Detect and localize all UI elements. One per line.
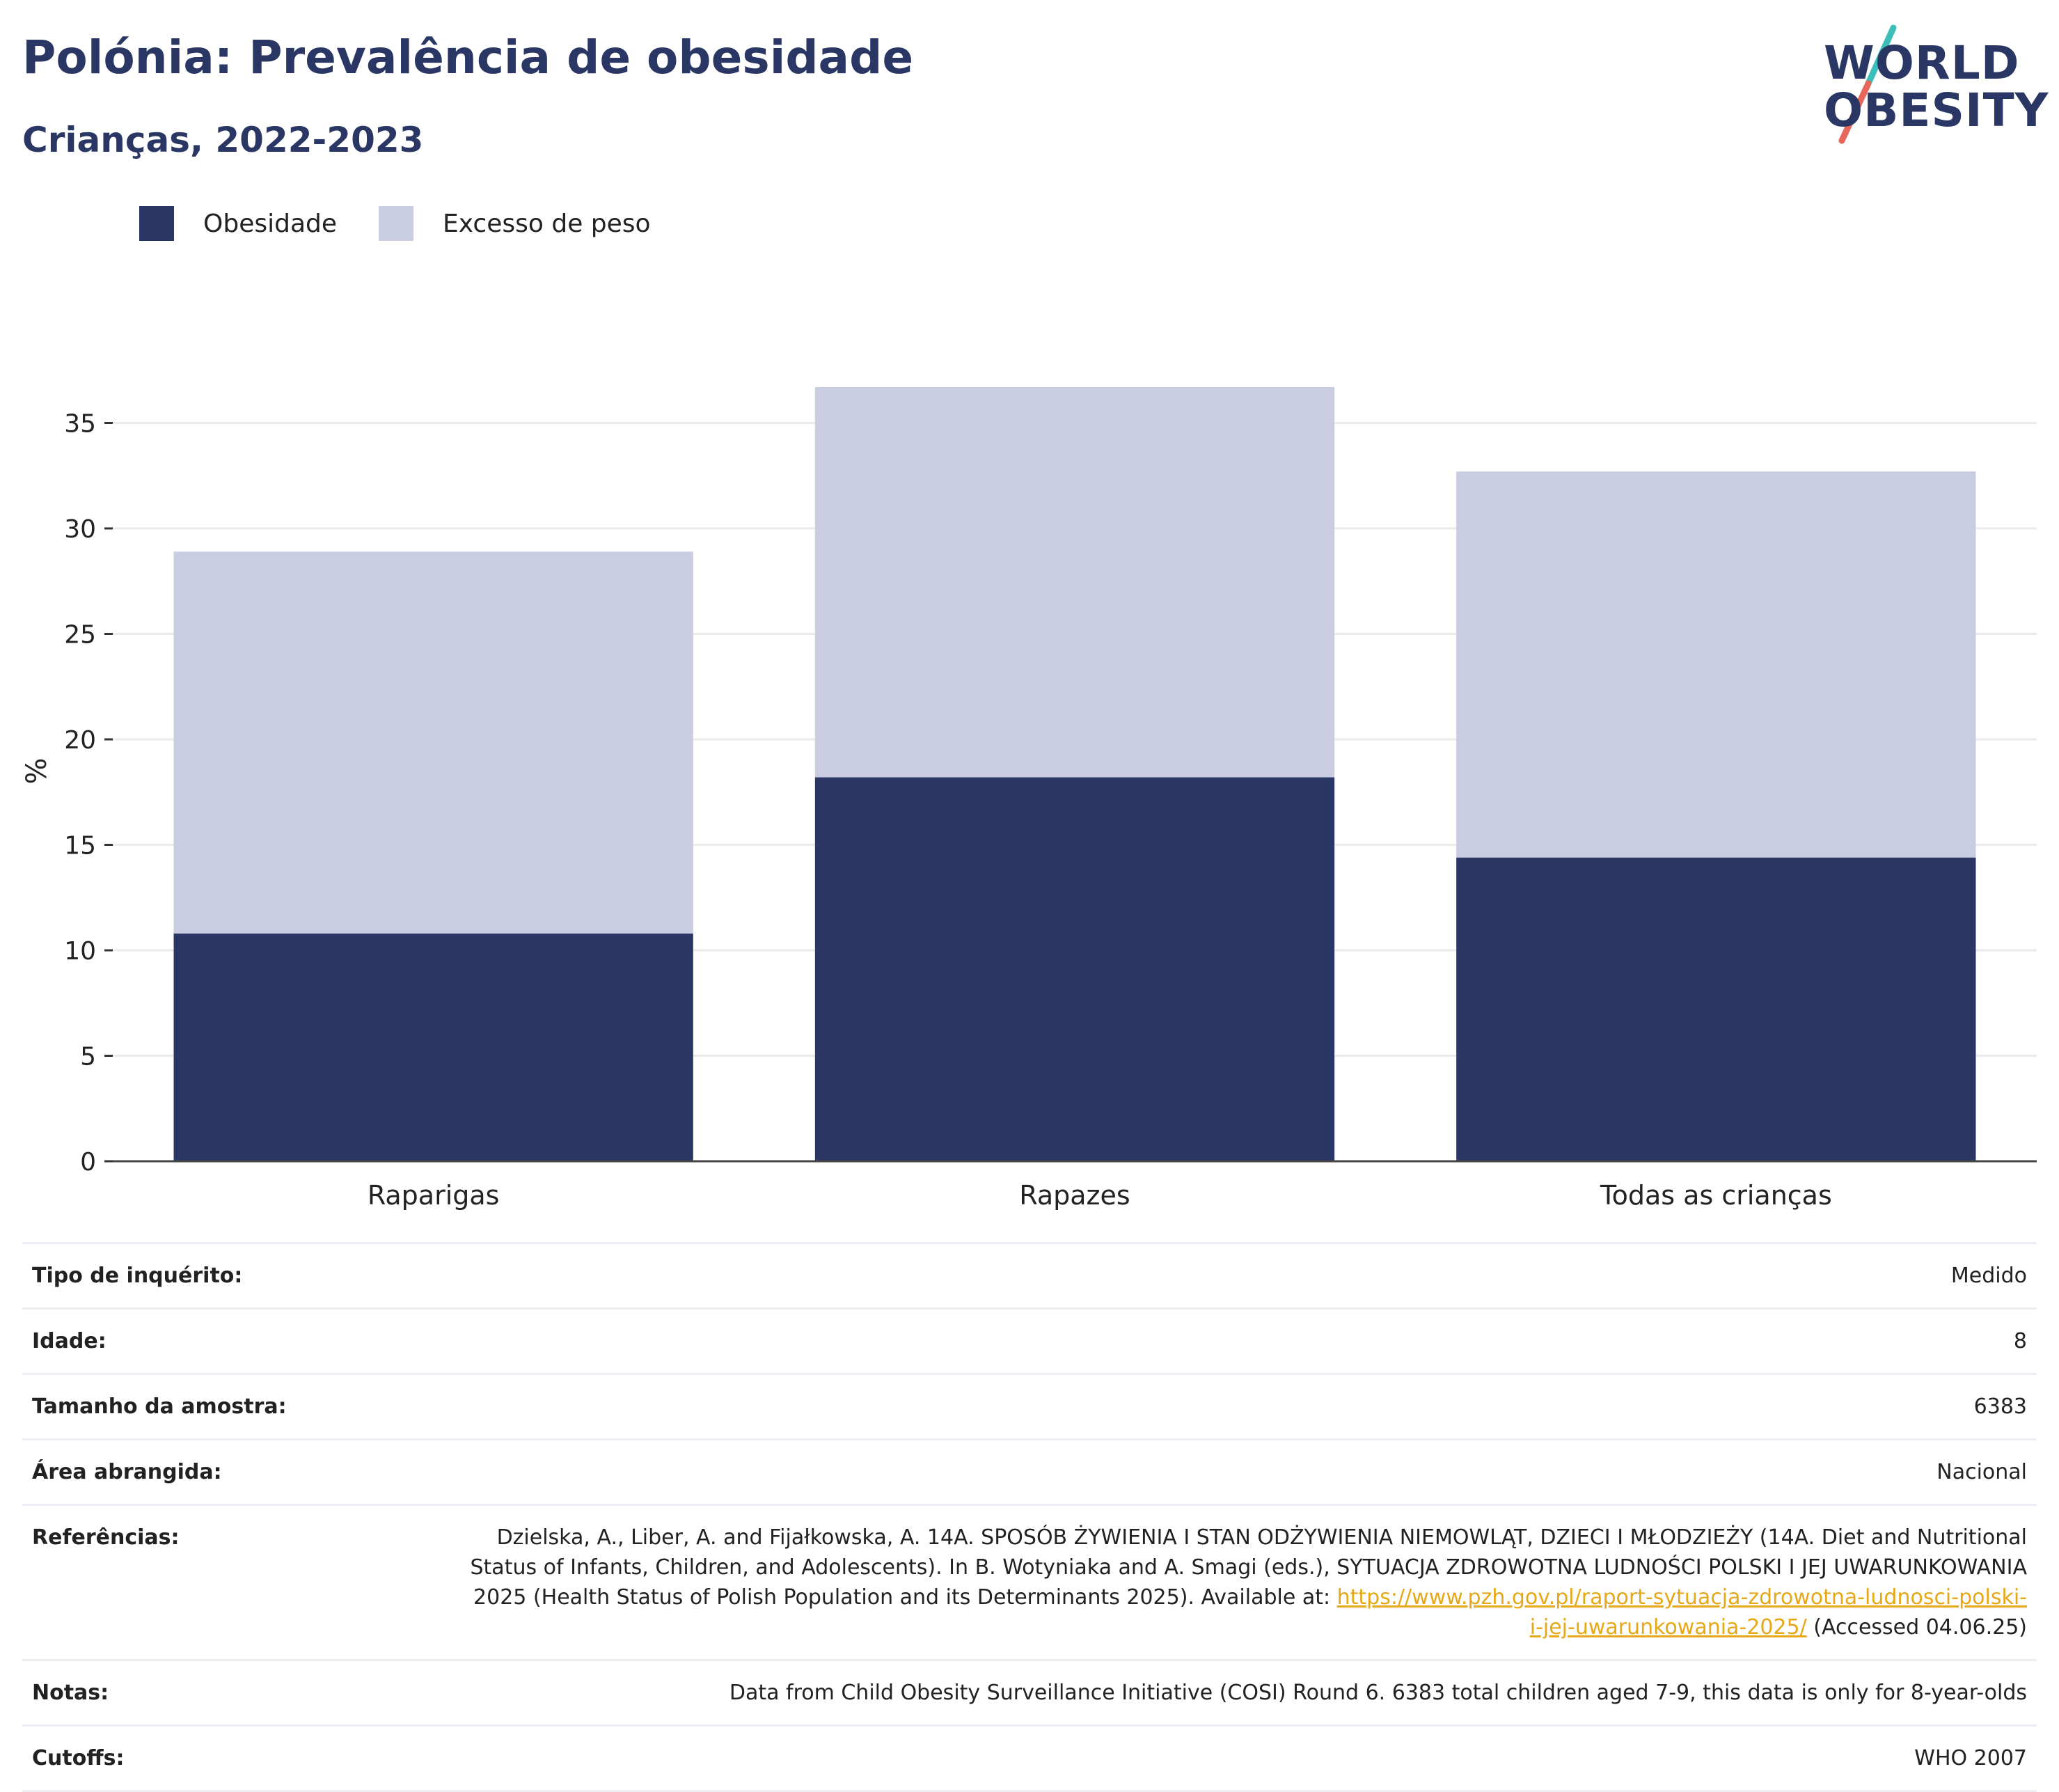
- info-row: Tipo de inquérito: Medido: [22, 1242, 2037, 1309]
- y-tick-label: 10: [64, 937, 96, 966]
- info-value: WHO 2007: [459, 1724, 2037, 1792]
- y-axis-label: %: [21, 757, 53, 784]
- logo-word-obesity: OBESITY: [1824, 84, 2049, 137]
- info-row: Notas: Data from Child Obesity Surveillan…: [22, 1659, 2037, 1726]
- legend-swatch-excesso-de-peso: [379, 206, 414, 241]
- legend-item-obesidade[interactable]: Obesidade: [139, 206, 337, 241]
- info-row: Tamanho da amostra: 6383: [22, 1373, 2037, 1440]
- info-value: Medido: [459, 1242, 2037, 1309]
- legend-swatch-obesidade: [139, 206, 174, 241]
- world-obesity-logo: WORLD OBESITY: [1810, 21, 2049, 153]
- info-key: Notas:: [22, 1659, 459, 1726]
- reference-link[interactable]: https://www.pzh.gov.pl/raport-sytuacja-z…: [1336, 1585, 2027, 1640]
- x-tick-label: Raparigas: [368, 1180, 500, 1211]
- info-row: Área abrangida: Nacional: [22, 1438, 2037, 1505]
- page-title: Polónia: Prevalência de obesidade: [22, 31, 914, 84]
- survey-info-table: Tipo de inquérito: Medido Idade: 8 Tamanho d…: [22, 1242, 2037, 1792]
- bar-obesidade: [1456, 857, 1976, 1161]
- legend-label: Obesidade: [203, 209, 338, 238]
- logo-slash-icon: [1838, 24, 1897, 144]
- y-tick-label: 5: [80, 1043, 96, 1071]
- stacked-bar-chart: 0 5 10 15 20 25 30 35% Raparigas Rapazes Todas as …: [21, 386, 2037, 1211]
- info-row: Idade: 8: [22, 1307, 2037, 1374]
- info-key: Área abrangida:: [22, 1438, 459, 1505]
- x-tick-label: Rapazes: [1019, 1180, 1130, 1211]
- info-value: Nacional: [459, 1438, 2037, 1505]
- legend-item-excesso-de-peso[interactable]: Excesso de peso: [379, 206, 651, 241]
- info-value: 8: [459, 1307, 2037, 1374]
- info-value: Data from Child Obesity Surveillance Ini…: [459, 1659, 2037, 1726]
- chart-legend: Obesidade Excesso de peso: [139, 206, 693, 241]
- y-tick-label: 35: [64, 410, 96, 439]
- info-row: Cutoffs: WHO 2007: [22, 1724, 2037, 1792]
- logo-word-world: WORLD: [1824, 36, 2020, 90]
- info-key: Tipo de inquérito:: [22, 1242, 459, 1309]
- legend-label: Excesso de peso: [443, 209, 651, 238]
- bar-obesidade: [173, 933, 693, 1161]
- bar-obesidade: [814, 777, 1335, 1161]
- info-key: Tamanho da amostra:: [22, 1373, 459, 1440]
- bar-excesso-de-peso: [173, 551, 693, 934]
- y-tick-label: 0: [80, 1148, 96, 1177]
- x-tick-label: Todas as crianças: [1600, 1180, 1832, 1211]
- bar-excesso-de-peso: [814, 386, 1335, 778]
- info-key: Idade:: [22, 1307, 459, 1374]
- y-tick-label: 30: [64, 515, 96, 544]
- info-key: Cutoffs:: [22, 1724, 459, 1792]
- page-subtitle: Crianças, 2022-2023: [22, 120, 424, 160]
- info-key: Referências:: [22, 1504, 459, 1660]
- bar-excesso-de-peso: [1456, 471, 1976, 858]
- info-row: Referências: Dzielska, A., Liber, A. and …: [22, 1504, 2037, 1660]
- y-tick-label: 15: [64, 832, 96, 860]
- y-tick-label: 25: [64, 621, 96, 650]
- y-tick-label: 20: [64, 726, 96, 755]
- info-value: Dzielska, A., Liber, A. and Fijałkowska,…: [459, 1504, 2037, 1660]
- info-value: 6383: [459, 1373, 2037, 1440]
